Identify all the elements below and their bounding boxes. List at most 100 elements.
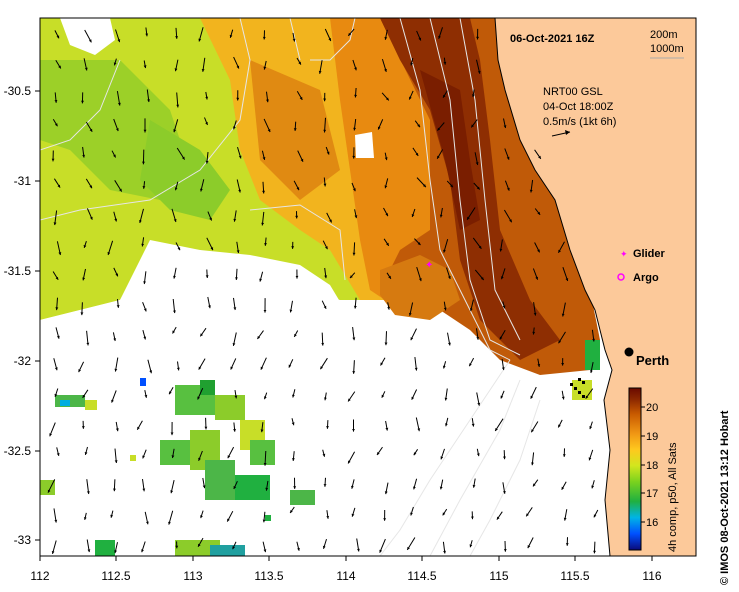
current-vector-head	[445, 423, 448, 427]
land	[495, 18, 696, 556]
current-vector-head	[114, 368, 118, 372]
current-vector-head	[208, 305, 211, 309]
current-vector-head	[51, 158, 55, 162]
current-vector-head	[141, 243, 145, 247]
current-vector-head	[227, 518, 230, 522]
current-vector-head	[502, 305, 506, 309]
current-vector-head	[295, 215, 299, 219]
current-vector-head	[325, 246, 328, 250]
current-vector-head	[503, 125, 507, 128]
current-vector-head	[174, 68, 178, 72]
current-vector-head	[538, 155, 541, 159]
current-vector-head	[323, 484, 327, 487]
current-vector-head	[233, 486, 237, 489]
current-vector-head	[232, 343, 236, 346]
current-vector-head	[173, 310, 176, 314]
current-vector-head	[558, 249, 561, 253]
current-vector-head	[443, 307, 447, 311]
current-vector-head	[116, 305, 120, 308]
x-tick-label: 115	[489, 569, 508, 583]
y-tick-label: -32	[14, 354, 32, 368]
current-vector-head	[500, 276, 504, 280]
current-vector-head	[292, 458, 295, 461]
y-tick-label: -31	[14, 174, 32, 188]
current-vector-head	[229, 34, 233, 38]
current-vector-head	[139, 220, 142, 223]
current-vector-head	[230, 366, 234, 370]
current-vector-head	[259, 278, 262, 282]
current-vector-head	[533, 483, 536, 487]
current-vector-head	[86, 342, 90, 346]
current-vector-head	[558, 424, 561, 428]
current-vector-head	[443, 94, 446, 98]
current-vector-head	[205, 275, 209, 278]
current-vector-head	[49, 433, 52, 437]
current-source-line-1: NRT00 GSL	[543, 86, 603, 98]
current-vector-head	[410, 337, 414, 341]
x-tick-label: 113	[183, 569, 202, 583]
current-vector-head	[82, 277, 86, 281]
current-vector-head	[593, 550, 596, 554]
current-vector-head	[476, 337, 480, 340]
current-vector-head	[53, 222, 57, 226]
current-source-line-3: 0.5m/s (1kt 6h)	[543, 116, 616, 128]
current-vector-head	[415, 152, 419, 156]
current-vector-head	[496, 516, 500, 520]
current-vector-head	[476, 453, 480, 457]
current-vector-head	[407, 546, 410, 550]
current-vector-head	[413, 486, 416, 490]
current-vector-head	[440, 456, 444, 460]
current-vector-head	[565, 543, 569, 546]
current-vector-head	[113, 488, 116, 492]
current-vector-head	[384, 157, 388, 161]
current-vector-head	[348, 398, 351, 402]
current-vector-head	[176, 367, 180, 371]
current-vector-head	[296, 187, 300, 191]
current-vector-head	[119, 188, 122, 192]
current-vector-head	[291, 422, 295, 426]
current-vector-head	[142, 455, 145, 459]
y-axis: -30.5 -31 -31.5 -32 -32.5 -33	[4, 84, 40, 547]
current-vector-head	[589, 426, 593, 430]
current-vector-head	[467, 216, 470, 220]
current-vector-head	[503, 549, 507, 552]
current-vector-head	[478, 245, 482, 249]
current-vector-head	[113, 338, 117, 341]
current-vector-head	[233, 307, 237, 310]
current-vector-head	[592, 338, 595, 342]
current-vector-head	[475, 162, 479, 165]
plot-frame	[39, 17, 697, 557]
current-vector-head	[264, 243, 267, 246]
glider-marker[interactable]: ✦	[425, 260, 433, 271]
current-vector-head	[197, 396, 200, 400]
current-vector-head	[423, 184, 426, 188]
current-vector-head	[438, 35, 441, 39]
current-vector-head	[235, 277, 238, 280]
current-vector-head	[236, 65, 240, 69]
current-vector-head	[417, 242, 421, 245]
current-vector-head	[531, 462, 534, 466]
current-vector-head	[530, 395, 534, 399]
current-vector-head	[444, 397, 448, 401]
current-vector-head	[585, 395, 589, 399]
current-vector-head	[450, 184, 453, 188]
y-tick-label: -33	[14, 533, 32, 547]
current-vector-head	[411, 396, 415, 400]
argo-legend-label: Argo	[633, 272, 659, 284]
current-vector-head	[477, 70, 481, 74]
current-vector-head	[448, 276, 451, 279]
current-vector-head	[352, 429, 355, 432]
current-vector-head	[297, 547, 300, 551]
no-data-patch-2	[355, 132, 374, 158]
current-vector-head	[78, 369, 81, 373]
current-vector-head	[289, 309, 293, 313]
current-vector-head	[329, 219, 332, 223]
glider-track	[570, 378, 585, 398]
sst-field-green-2	[140, 120, 230, 220]
current-vector-head	[260, 366, 264, 370]
current-vector-head	[113, 62, 117, 66]
current-vector-head	[437, 127, 441, 131]
current-vector-head	[533, 312, 537, 316]
current-vector-head	[357, 548, 360, 552]
current-vector-head	[419, 278, 422, 282]
